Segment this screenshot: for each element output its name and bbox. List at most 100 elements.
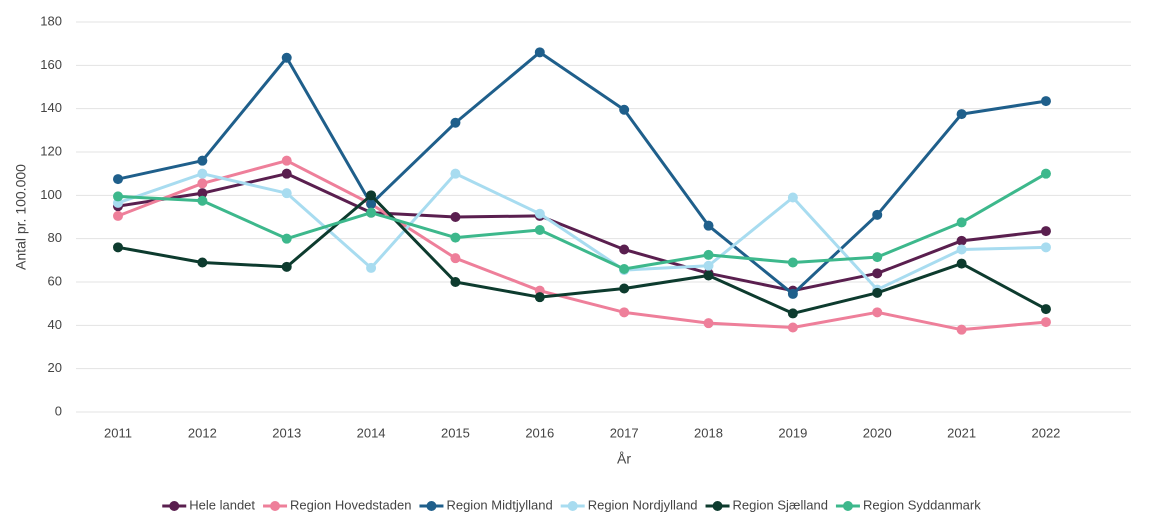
data-point [197, 155, 208, 166]
data-point [366, 262, 377, 273]
legend-label: Region Nordjylland [588, 497, 698, 512]
data-point [281, 155, 292, 166]
data-point [703, 260, 714, 271]
data-point [872, 252, 883, 263]
data-point [787, 322, 798, 333]
x-axis-label: År [617, 451, 631, 467]
legend-item: Region Hovedstaden [263, 497, 411, 512]
series-line [117, 172, 1046, 292]
data-point [787, 288, 798, 299]
y-tick-label: 60 [48, 273, 62, 288]
series-line [117, 159, 1047, 332]
data-point [872, 287, 883, 298]
y-axis-label: Antal pr. 100.000 [13, 164, 29, 270]
legend-label: Region Sjælland [733, 497, 828, 512]
legend-swatch-dot [426, 501, 437, 511]
x-tick-label: 2021 [947, 425, 976, 440]
legend-item: Region Midtjylland [419, 497, 553, 512]
data-point [1040, 317, 1051, 328]
data-point [1040, 242, 1051, 253]
data-point [703, 249, 714, 260]
legend-item: Region Sjælland [705, 497, 828, 512]
data-point [281, 52, 292, 63]
legend-swatch-dot [567, 501, 578, 511]
y-tick-label: 140 [40, 100, 62, 115]
data-point [1040, 96, 1051, 107]
legend-item: Region Nordjylland [560, 497, 698, 512]
series-line [117, 193, 1047, 315]
data-point [197, 257, 208, 268]
x-tick-label: 2017 [610, 425, 639, 440]
data-point [1040, 226, 1051, 237]
legend-label: Region Syddanmark [863, 497, 981, 512]
y-tick-label: 160 [40, 57, 62, 72]
data-point [619, 104, 630, 115]
data-point [534, 225, 545, 235]
legend-label: Hele landet [189, 497, 255, 512]
data-point [197, 168, 208, 179]
data-point [619, 283, 630, 294]
y-tick-label: 180 [40, 13, 62, 28]
data-point [113, 210, 123, 221]
data-point [787, 192, 798, 203]
x-tick-label: 2022 [1031, 425, 1060, 440]
legend-label: Region Midtjylland [446, 497, 552, 512]
data-point [450, 168, 461, 179]
data-point [619, 264, 630, 274]
data-point [872, 307, 883, 318]
data-point [534, 47, 545, 58]
data-point [281, 233, 292, 244]
x-tick-label: 2011 [104, 425, 132, 440]
data-point [113, 242, 123, 253]
series-line [117, 172, 1047, 293]
data-point [197, 195, 208, 206]
x-tick-label: 2012 [188, 425, 217, 440]
data-point [281, 168, 292, 179]
x-tick-label: 2016 [525, 425, 554, 440]
y-tick-label: 40 [48, 317, 62, 332]
series-line [117, 50, 1047, 296]
legend-item: Region Syddanmark [835, 497, 981, 512]
x-tick-label: 2020 [863, 425, 892, 440]
legend-swatch-dot [712, 501, 723, 511]
data-point [366, 199, 377, 209]
legend-swatch-dot [169, 501, 180, 511]
legend-swatch-dot [842, 501, 853, 511]
data-point [872, 209, 883, 220]
data-point [366, 207, 377, 218]
data-point [1040, 168, 1051, 179]
lines [113, 47, 1051, 335]
y-tick-label: 80 [48, 230, 62, 245]
data-point [956, 235, 967, 246]
data-point [450, 277, 461, 287]
data-point [787, 257, 798, 268]
data-point [956, 324, 967, 335]
x-tick-label: 2018 [694, 425, 723, 440]
legend-label: Region Hovedstaden [290, 497, 411, 512]
series-line [117, 172, 1047, 271]
data-point [197, 178, 208, 189]
data-point [956, 258, 967, 269]
data-point [956, 217, 967, 228]
data-point [619, 244, 630, 255]
data-point [1040, 304, 1051, 315]
data-point [787, 308, 798, 319]
legend: Hele landet Region Hovedstaden Region Midt… [162, 497, 981, 512]
data-point [450, 232, 461, 243]
data-point [956, 109, 967, 120]
data-point [450, 212, 461, 222]
data-point [703, 220, 714, 231]
y-tick-label: 120 [40, 143, 62, 158]
data-point [703, 318, 714, 329]
data-point [872, 268, 883, 279]
x-tick-label: 2019 [778, 425, 807, 440]
x-tick-label: 2015 [441, 425, 470, 440]
data-point [450, 253, 461, 264]
data-point [956, 244, 967, 255]
legend-item: Hele landet [162, 497, 255, 512]
y-tick-label: 0 [55, 403, 62, 418]
legend-swatch-dot [270, 501, 281, 511]
y-tick-label: 100 [40, 187, 62, 202]
data-point [281, 188, 292, 199]
